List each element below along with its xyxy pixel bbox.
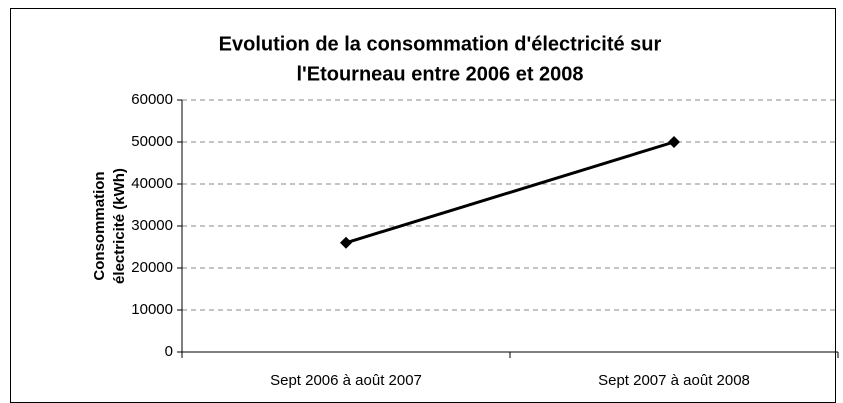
line [345,140,675,245]
y-tick-label: 40000 [131,175,173,192]
x-tick-label: Sept 2007 à août 2008 [598,372,750,389]
y-tick-label: 20000 [131,259,173,276]
y-tick-label: 60000 [131,91,173,108]
x-tick-label: Sept 2006 à août 2007 [270,372,422,389]
marker [340,236,352,249]
y-axis-title-line: électricité (kWh) [111,168,128,284]
chart-border [10,8,836,403]
marker [668,136,680,148]
y-tick-label: 30000 [131,217,173,234]
chart-title: l'Etourneau entre 2006 et 2008 [296,63,583,85]
y-tick-label: 0 [165,343,173,360]
y-axis-title-line: Consommation [91,171,108,280]
chart-title: Evolution de la consommation d'électrici… [219,33,662,55]
y-tick-label: 50000 [131,133,173,150]
y-axis-title: Consommation électricité (kWh) [91,168,128,284]
y-tick-label: 10000 [131,301,173,318]
